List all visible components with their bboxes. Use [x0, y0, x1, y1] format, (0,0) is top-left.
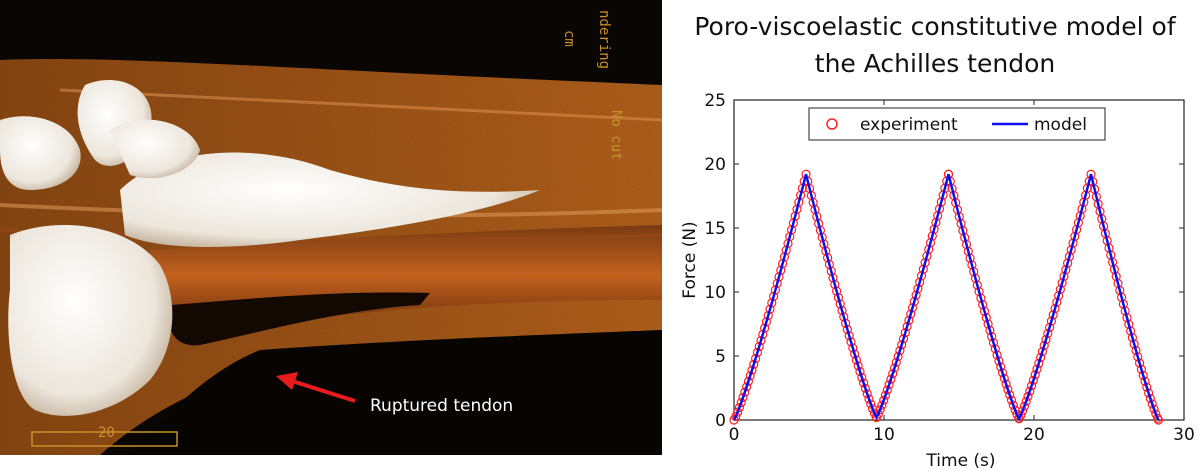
experiment-point	[1006, 395, 1017, 405]
experiment-point	[879, 395, 889, 405]
experiment-point	[1008, 400, 1018, 410]
experiment-point	[877, 400, 887, 410]
experiment-point	[866, 399, 876, 409]
bone-fragment	[110, 119, 200, 179]
y-tick-label: 15	[704, 219, 726, 239]
experiment-point	[1151, 409, 1161, 419]
scan-scale-label: 20	[98, 425, 115, 441]
scan-overlay-cm: cm	[561, 30, 577, 47]
annotation-arrow	[291, 379, 356, 403]
y-tick-label: 20	[704, 155, 726, 175]
calcaneus-bone	[8, 225, 173, 416]
experiment-point	[884, 380, 894, 390]
experiment-point	[1005, 390, 1015, 400]
y-tick-label: 5	[715, 347, 726, 367]
experiment-point	[880, 390, 891, 400]
tibia-bone	[120, 152, 540, 247]
heel-bone-upper	[0, 116, 81, 190]
x-tick-label: 30	[1173, 425, 1195, 445]
experiment-point	[1018, 406, 1028, 416]
experiment-point	[1027, 381, 1037, 391]
model-line	[732, 173, 1160, 422]
experiment-point	[1153, 415, 1164, 425]
legend: experiment model	[808, 107, 1106, 141]
experiment-point	[732, 407, 743, 417]
scan-overlay-cut: No cut	[608, 110, 624, 161]
rupture-gap	[168, 292, 430, 346]
experiment-point	[864, 394, 874, 404]
force-time-chart: 0 10 20 30 0 5 10 15 20 25 Time (s) Force (N) ex…	[680, 91, 1195, 471]
x-tick-label: 0	[729, 425, 740, 445]
chart-title-line-2: the Achilles tendon	[814, 49, 1056, 78]
ct-scan-image: cm ndering No cut 20 Ruptured tendon	[0, 0, 662, 455]
chart-title-line-1: Poro-viscoelastic constitutive model of	[694, 12, 1176, 41]
experiment-point	[1147, 399, 1157, 409]
chart-title: Poro-viscoelastic constitutive model of …	[670, 8, 1200, 82]
experiment-point	[731, 411, 741, 422]
experiment-point	[1025, 386, 1035, 396]
experiment-point	[1019, 401, 1029, 411]
x-tick-label: 20	[1023, 425, 1045, 445]
experiment-point	[860, 383, 870, 394]
experiment-point	[738, 392, 748, 403]
experiment-point	[875, 405, 885, 415]
experiment-point	[741, 382, 752, 392]
legend-experiment-marker	[826, 118, 838, 130]
y-axis: 0 5 10 15 20 25	[704, 91, 1184, 431]
scan-annotation-label: Ruptured tendon	[370, 396, 513, 416]
x-tick-label: 10	[873, 425, 895, 445]
y-tick-label: 0	[715, 411, 726, 431]
experiment-point	[1149, 404, 1159, 414]
model-series	[732, 173, 1160, 422]
scan-scale-bar	[31, 431, 178, 447]
y-tick-label: 25	[704, 91, 726, 111]
x-axis: 0 10 20 30	[729, 100, 1195, 445]
experiment-point	[1153, 413, 1163, 423]
experiment-point	[1021, 396, 1031, 407]
x-axis-label: Time (s)	[925, 451, 995, 471]
experiment-point	[740, 387, 750, 397]
experiment-point	[862, 389, 872, 399]
experiment-point	[736, 398, 746, 408]
scan-overlay-rendering: ndering	[596, 10, 612, 69]
experiment-point	[1023, 391, 1033, 401]
y-tick-label: 10	[704, 283, 726, 303]
legend-experiment-label: experiment	[860, 115, 958, 135]
experiment-point	[734, 402, 745, 413]
experiment-point	[882, 385, 892, 395]
scan-dark-region	[130, 330, 662, 455]
legend-box	[808, 107, 1106, 141]
y-axis-label: Force (N)	[680, 221, 700, 298]
legend-model-label: model	[1034, 115, 1087, 135]
annotation-arrow-head	[276, 372, 298, 390]
